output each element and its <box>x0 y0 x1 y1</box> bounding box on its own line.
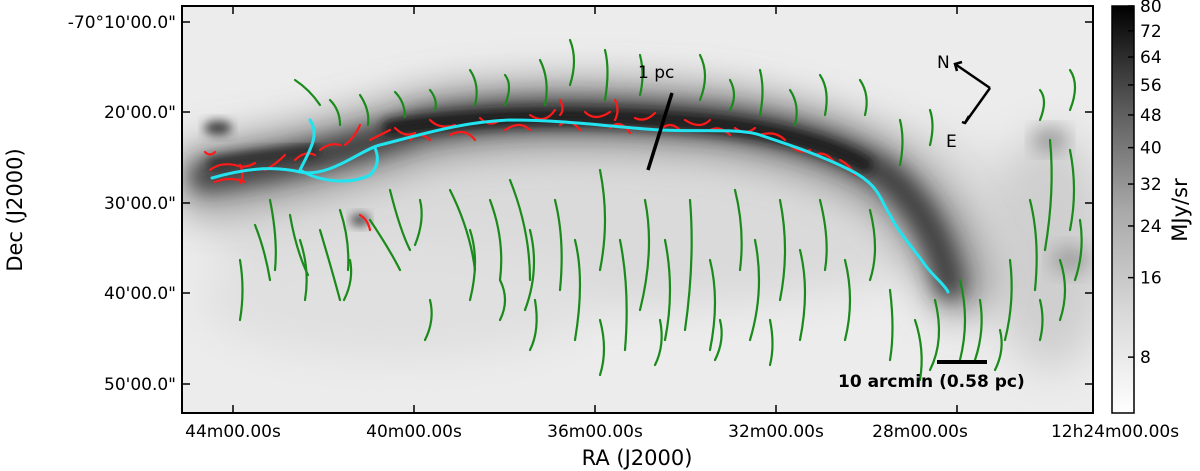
y-tick-label: 20'00.0" <box>104 103 176 123</box>
y-tick-labels: -70°10'00.0" 20'00.0" 30'00.0" 40'00.0" … <box>68 13 176 395</box>
y-tick-label: 50'00.0" <box>104 375 176 395</box>
y-tick-label: 40'00.0" <box>104 284 176 304</box>
colorbar-tick-label: 40 <box>1140 139 1162 159</box>
y-axis-title: Dec (J2000) <box>3 148 27 271</box>
colorbar-tick-label: 24 <box>1140 217 1162 237</box>
colorbar-tick-label: 72 <box>1140 22 1162 42</box>
colorbar-tick-label: 8 <box>1140 348 1151 368</box>
y-tick-label: 30'00.0" <box>104 194 176 214</box>
colorbar-tick-label: 32 <box>1140 175 1162 195</box>
east-label: E <box>946 132 957 152</box>
x-axis-title: RA (J2000) <box>582 446 693 470</box>
x-tick-marks <box>232 6 958 413</box>
colorbar-label: MJy/sr <box>1168 178 1192 242</box>
north-label: N <box>937 53 950 73</box>
image-panel <box>182 6 1093 413</box>
y-tick-label: -70°10'00.0" <box>68 13 176 33</box>
colorbar-gradient <box>1111 5 1135 414</box>
cloud-ridge <box>182 84 1090 315</box>
compass <box>953 60 992 125</box>
x-tick-label: 32m00.00s <box>728 422 824 442</box>
pc-label: 1 pc <box>638 63 674 83</box>
colorbar-tick-label: 64 <box>1140 48 1162 68</box>
plot-frame <box>181 5 1094 414</box>
colorbar-tick-label: 48 <box>1140 106 1162 126</box>
x-tick-label: 28m00.00s <box>872 422 968 442</box>
scalebar-label: 10 arcmin (0.58 pc) <box>838 372 1025 392</box>
annotations: 1 pc N E 10 arcmin (0.58 pc) <box>638 53 1025 392</box>
x-tick-label: 40m00.00s <box>366 422 462 442</box>
pc-bar <box>646 92 674 171</box>
x-tick-label: 12h24m00.00s <box>1051 422 1179 442</box>
filament-spine <box>210 118 950 294</box>
x-tick-labels: 44m00.00s 40m00.00s 36m00.00s 32m00.00s … <box>185 422 1179 442</box>
colorbar-tick-label: 56 <box>1140 76 1162 96</box>
x-tick-label: 44m00.00s <box>185 422 281 442</box>
y-tick-marks <box>182 21 1093 385</box>
colorbar: 80 72 64 56 48 40 32 24 16 8 MJy/sr <box>1111 0 1192 414</box>
striations <box>238 38 1083 382</box>
colorbar-tick-label: 80 <box>1140 0 1162 17</box>
colorbar-ticks: 80 72 64 56 48 40 32 24 16 8 <box>1128 0 1162 368</box>
dense-filaments <box>203 98 857 232</box>
colorbar-tick-label: 16 <box>1140 269 1162 289</box>
x-tick-label: 36m00.00s <box>547 422 643 442</box>
